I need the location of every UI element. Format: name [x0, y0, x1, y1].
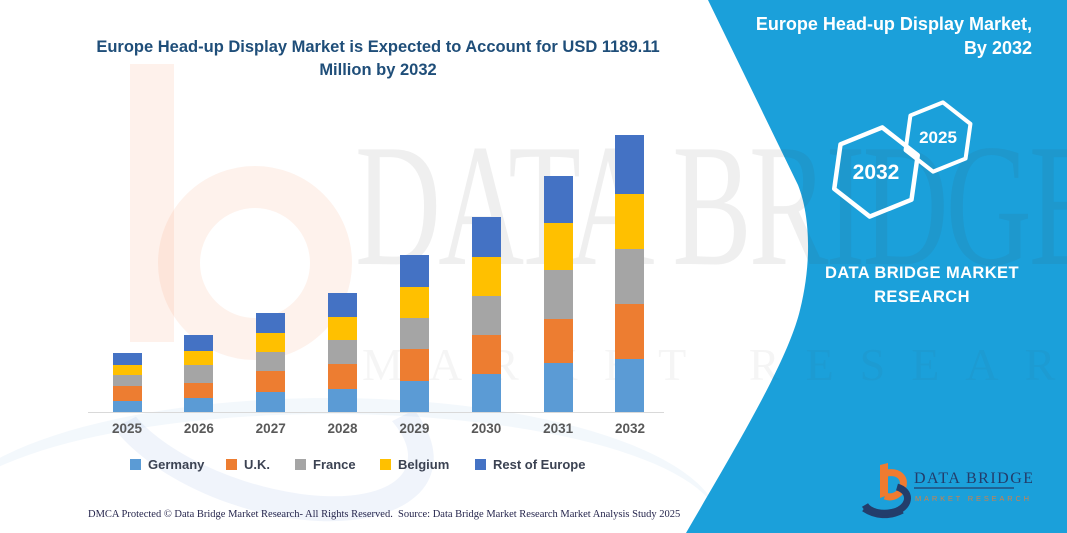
bar-segment-rest-of-europe — [543, 176, 573, 224]
hexagon-2032 — [831, 125, 921, 219]
legend-swatch — [130, 458, 141, 470]
hexagon-2032-label: 2032 — [853, 161, 900, 184]
bar-segment-france — [543, 270, 573, 320]
x-tick-label: 2032 — [614, 421, 645, 436]
bar-2026 — [184, 335, 214, 412]
legend-swatch — [380, 458, 391, 470]
bar-2027 — [256, 312, 286, 412]
bar-segment-germany — [184, 397, 214, 412]
legend-label: France — [313, 456, 356, 472]
bar-segment-germany — [615, 358, 645, 412]
bar-segment-belgium — [112, 365, 142, 376]
legend-swatch — [475, 458, 486, 470]
data-bridge-logo: DATA BRIDGE MARKET RESEARCH — [862, 463, 1032, 519]
bar-segment-u-k — [256, 370, 286, 392]
x-tick-label: 2027 — [255, 421, 286, 436]
bar-segment-germany — [328, 388, 358, 412]
hexagon-2025-label: 2025 — [919, 128, 957, 147]
logo-brand-name: DATA BRIDGE — [914, 470, 1032, 487]
bar-2030 — [471, 217, 501, 412]
bar-segment-belgium — [615, 193, 645, 249]
bar-segment-germany — [256, 391, 286, 412]
bar-segment-u-k — [615, 303, 645, 359]
x-tick-label: 2030 — [471, 421, 502, 436]
x-tick-label: 2031 — [543, 421, 574, 436]
bar-segment-belgium — [328, 316, 358, 340]
bar-segment-rest-of-europe — [399, 255, 429, 288]
panel-title: Europe Head-up Display Market, By 2032 — [755, 14, 1032, 59]
bar-segment-u-k — [399, 349, 429, 381]
bar-segment-u-k — [184, 383, 214, 398]
bar-segment-belgium — [399, 287, 429, 319]
footer-dmca-text: DMCA Protected © Data Bridge Market Rese… — [88, 509, 393, 520]
chart-title: Europe Head-up Display Market is Expecte… — [96, 38, 660, 80]
logo-b-stem-icon — [880, 463, 888, 498]
bar-segment-rest-of-europe — [112, 353, 142, 366]
bar-segment-germany — [112, 401, 142, 412]
legend-item-france: France — [295, 456, 356, 472]
bar-segment-belgium — [184, 351, 214, 366]
bar-segment-belgium — [471, 257, 501, 297]
legend-label: Rest of Europe — [493, 456, 586, 472]
bar-segment-rest-of-europe — [328, 292, 358, 317]
bar-2031 — [543, 176, 573, 412]
bar-segment-germany — [399, 380, 429, 412]
x-tick-label: 2028 — [327, 421, 358, 436]
legend-item-belgium: Belgium — [380, 456, 449, 472]
bar-2025 — [112, 353, 142, 412]
legend-item-u-k: U.K. — [226, 456, 270, 472]
bar-segment-u-k — [328, 363, 358, 389]
panel-brand-text: DATA BRIDGE MARKET RESEARCH — [812, 262, 1032, 310]
x-tick-label: 2026 — [183, 421, 214, 436]
hexagon-2025 — [903, 100, 973, 174]
footer-source-text: Source: Data Bridge Market Research Mark… — [398, 509, 681, 520]
bar-segment-france — [615, 248, 645, 304]
bar-segment-france — [256, 351, 286, 371]
bar-segment-rest-of-europe — [184, 335, 214, 352]
bar-segment-rest-of-europe — [256, 312, 286, 333]
bar-2028 — [328, 292, 358, 412]
legend-item-germany: Germany — [130, 456, 204, 472]
bar-2029 — [399, 255, 429, 412]
bar-segment-u-k — [471, 335, 501, 374]
bar-segment-france — [399, 318, 429, 350]
bar-segment-germany — [471, 373, 501, 412]
bar-segment-france — [328, 339, 358, 364]
hexagon-badges: 2032 2025 — [831, 100, 973, 219]
legend-label: U.K. — [244, 456, 270, 472]
logo-tagline: MARKET RESEARCH — [915, 494, 1032, 503]
bar-segment-france — [184, 365, 214, 384]
watermark-text-line2: MARKET RESEARCH — [362, 339, 1067, 390]
bar-segment-u-k — [112, 386, 142, 402]
side-panel-polygon — [686, 0, 1067, 533]
panel-brand-line2: RESEARCH — [874, 287, 970, 306]
logo-underline-swoosh-icon — [862, 508, 904, 519]
legend-label: Belgium — [398, 456, 450, 472]
x-axis-line — [88, 412, 664, 413]
bar-segment-france — [112, 375, 142, 387]
legend-label: Germany — [148, 456, 205, 472]
x-tick-label: 2025 — [111, 421, 143, 436]
panel-brand-line1: DATA BRIDGE MARKET — [825, 264, 1019, 282]
bar-segment-belgium — [256, 332, 286, 352]
logo-d-swoosh-icon — [862, 483, 911, 517]
bar-segment-belgium — [543, 223, 573, 271]
legend-swatch — [226, 458, 237, 470]
legend-swatch — [295, 458, 306, 470]
bar-segment-rest-of-europe — [471, 217, 501, 258]
bar-segment-germany — [543, 363, 573, 412]
legend-item-rest-of-europe: Rest of Europe — [475, 456, 585, 472]
bar-segment-u-k — [543, 319, 573, 364]
bar-segment-france — [471, 296, 501, 336]
bar-segment-rest-of-europe — [615, 134, 645, 194]
x-tick-label: 2029 — [399, 421, 430, 436]
bar-2032 — [615, 134, 645, 412]
